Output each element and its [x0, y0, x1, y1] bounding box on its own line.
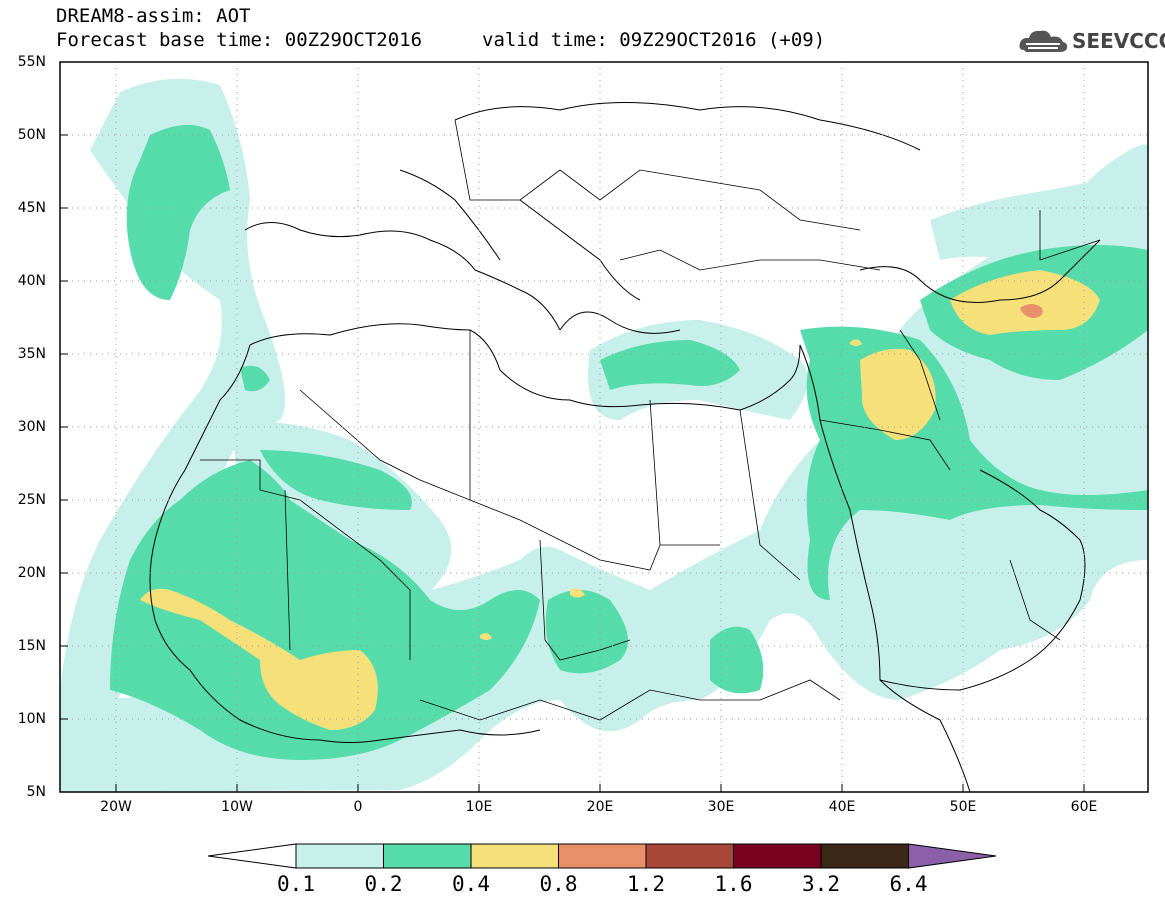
colorbar-segment: [645, 843, 734, 869]
colorbar-label: 3.2: [802, 872, 840, 896]
colorbar-segment: [820, 843, 909, 869]
colorbar: [207, 843, 997, 869]
colorbar-segment: [383, 843, 472, 869]
borders: [200, 119, 1101, 721]
aot-band-0-8: [1020, 304, 1043, 318]
colorbar-label: 1.6: [714, 872, 753, 896]
colorbar-label: 0.8: [539, 872, 578, 896]
colorbar-label: 0.2: [364, 872, 403, 896]
lon-label: 10E: [465, 799, 493, 815]
colorbar-segment: [470, 843, 559, 869]
lat-label: 15N: [17, 638, 46, 654]
seevccc-logo: SEEVCCC: [1018, 24, 1165, 58]
axis-ticks: [60, 61, 1085, 792]
lon-label: 60E: [1070, 799, 1098, 815]
colorbar-segment: [558, 843, 647, 869]
aot-band-0-4: [140, 270, 1100, 730]
lat-label: 5N: [26, 784, 46, 800]
lon-label: 10W: [221, 799, 253, 815]
colorbar-segment: [733, 843, 822, 869]
map-title: DREAM8-assim: AOT: [56, 5, 251, 27]
lat-label: 10N: [17, 711, 46, 727]
lat-label: 30N: [17, 419, 46, 435]
colorbar-label: 0.1: [277, 872, 315, 896]
lat-label: 40N: [17, 273, 46, 289]
colorbar-label: 1.2: [627, 872, 665, 896]
lon-label: 50E: [949, 799, 977, 815]
colorbar-segment: [295, 843, 384, 869]
forecast-base-time: Forecast base time: 00Z29OCT2016: [56, 29, 423, 51]
logo-text: SEEVCCC: [1072, 29, 1165, 53]
colorbar-under-arrow: [207, 843, 297, 869]
lat-label: 45N: [17, 200, 46, 216]
coastlines: [149, 102, 1101, 792]
lon-label: 20E: [586, 799, 614, 815]
lat-label: 20N: [17, 565, 46, 581]
colorbar-label: 0.4: [452, 872, 490, 896]
aot-contours: [60, 78, 1148, 792]
lat-label: 55N: [17, 54, 46, 70]
lat-label: 25N: [17, 492, 46, 508]
colorbar-over-arrow: [908, 843, 997, 869]
lat-label: 50N: [17, 127, 46, 143]
valid-time: valid time: 09Z29OCT2016 (+09): [482, 29, 826, 51]
graticule: [60, 62, 1148, 792]
lat-label: 35N: [17, 346, 46, 362]
lon-label: 20W: [100, 799, 132, 815]
lon-label: 40E: [828, 799, 856, 815]
lon-label: 0: [353, 799, 363, 815]
colorbar-label: 6.4: [889, 872, 928, 896]
lon-label: 30E: [707, 799, 735, 815]
cloud-icon: [1019, 30, 1068, 52]
